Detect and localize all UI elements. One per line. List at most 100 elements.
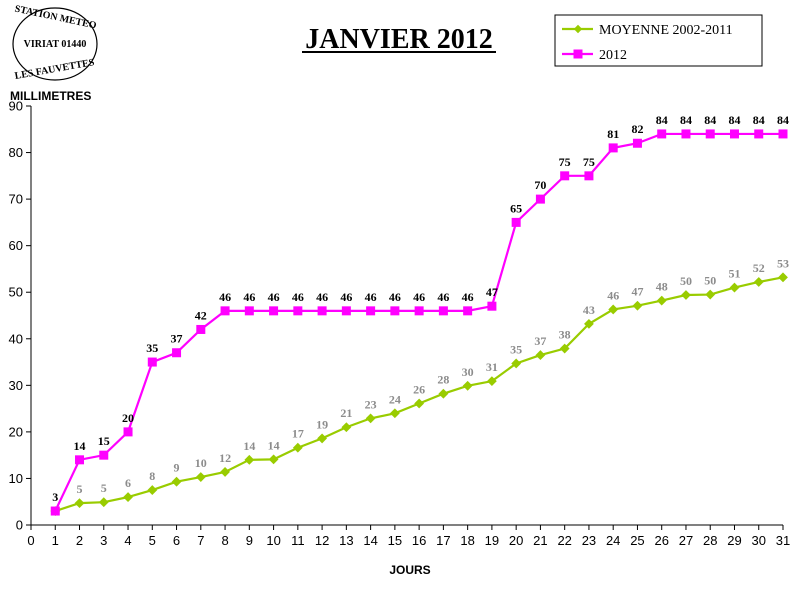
x-tick-label: 8 xyxy=(221,533,228,548)
x-tick-label: 27 xyxy=(679,533,693,548)
year2012-data-label: 37 xyxy=(171,332,183,346)
legend-box xyxy=(554,14,763,67)
year2012-data-label: 47 xyxy=(486,285,498,299)
year2012-point xyxy=(657,129,667,139)
year2012-point xyxy=(341,306,351,316)
legend-year2012-marker xyxy=(573,49,583,59)
year2012-point xyxy=(754,129,764,139)
average-data-label: 19 xyxy=(316,417,328,431)
year2012-point xyxy=(244,306,254,316)
year2012-point xyxy=(123,427,133,437)
x-tick-label: 19 xyxy=(485,533,499,548)
average-point xyxy=(705,289,716,300)
average-data-label: 48 xyxy=(656,280,668,294)
average-point xyxy=(632,300,643,311)
average-data-label: 12 xyxy=(219,451,231,465)
x-tick-label: 13 xyxy=(339,533,353,548)
x-tick-label: 25 xyxy=(630,533,644,548)
year2012-point xyxy=(220,306,230,316)
average-point xyxy=(535,350,546,360)
x-tick-label: 30 xyxy=(752,533,766,548)
year2012-data-label: 84 xyxy=(753,113,765,127)
year2012-data-label: 46 xyxy=(389,290,401,304)
legend-average-label: MOYENNE 2002-2011 xyxy=(599,23,733,38)
x-tick-label: 3 xyxy=(100,533,107,548)
year2012-data-label: 15 xyxy=(98,434,110,448)
average-data-label: 53 xyxy=(777,256,789,270)
average-data-label: 50 xyxy=(680,274,692,288)
x-tick-label: 12 xyxy=(315,533,329,548)
year2012-point xyxy=(778,129,788,139)
average-point xyxy=(729,282,740,293)
year2012-data-label: 14 xyxy=(74,439,86,453)
year2012-point xyxy=(487,301,497,311)
year2012-data-label: 46 xyxy=(219,290,231,304)
x-tick-label: 23 xyxy=(582,533,596,548)
year2012-data-label: 20 xyxy=(122,411,134,425)
year2012-point xyxy=(317,306,327,316)
year2012-point xyxy=(269,306,279,316)
year2012-point xyxy=(511,217,521,227)
year2012-series-line xyxy=(54,132,783,512)
average-data-label: 17 xyxy=(292,427,304,441)
year2012-point xyxy=(390,306,400,316)
year2012-point xyxy=(608,143,618,153)
plot-area: 5 5 6 8 9 10 12 14 14 17 19 21 23 24 26 28 30 31 35 37 38 43 4… xyxy=(50,113,789,516)
average-point xyxy=(414,398,425,409)
average-point xyxy=(389,408,400,419)
year2012-data-label: 82 xyxy=(631,122,643,136)
year2012-data-label: 46 xyxy=(292,290,304,304)
logo-line-2: VIRIAT 01440 xyxy=(24,39,87,50)
x-tick-label: 26 xyxy=(654,533,668,548)
average-point xyxy=(220,467,230,477)
year2012-data-label: 46 xyxy=(437,290,449,304)
x-tick-label: 2 xyxy=(76,533,83,548)
y-axis-title: MILLIMETRES xyxy=(10,89,91,103)
year2012-data-label: 81 xyxy=(607,127,619,141)
year2012-point xyxy=(560,171,570,181)
year2012-point xyxy=(99,450,109,460)
year2012-point xyxy=(632,138,642,148)
year2012-point xyxy=(584,171,594,181)
year2012-data-label: 84 xyxy=(777,113,789,127)
average-data-label: 37 xyxy=(534,334,546,348)
average-data-label: 47 xyxy=(631,285,643,299)
year2012-data-label: 46 xyxy=(316,290,328,304)
average-point xyxy=(292,442,303,453)
average-data-label: 14 xyxy=(243,439,255,453)
average-data-label: 46 xyxy=(607,288,619,302)
year2012-point xyxy=(705,129,715,139)
year2012-data-label: 70 xyxy=(534,178,546,192)
chart-title: JANVIER 2012 xyxy=(305,24,492,55)
x-tick-label: 15 xyxy=(388,533,402,548)
average-data-label: 31 xyxy=(486,360,498,374)
x-tick-label: 6 xyxy=(173,533,180,548)
x-tick-label: 14 xyxy=(363,533,377,548)
year2012-point xyxy=(172,348,182,358)
y-tick-label: 50 xyxy=(9,285,23,300)
year2012-point xyxy=(366,306,376,316)
average-data-label: 10 xyxy=(195,456,207,470)
year2012-point xyxy=(729,129,739,139)
average-point xyxy=(462,380,473,391)
average-data-label: 8 xyxy=(149,469,155,483)
average-point xyxy=(608,304,619,315)
average-data-label: 52 xyxy=(753,261,765,275)
year2012-data-label: 84 xyxy=(728,113,740,127)
x-tick-label: 16 xyxy=(412,533,426,548)
average-point xyxy=(171,476,182,487)
x-tick-label: 31 xyxy=(776,533,790,548)
y-tick-label: 80 xyxy=(9,145,23,160)
x-tick-label: 22 xyxy=(557,533,571,548)
average-point xyxy=(511,358,522,369)
average-data-label: 14 xyxy=(268,438,280,452)
x-tick-label: 28 xyxy=(703,533,717,548)
x-tick-label: 24 xyxy=(606,533,620,548)
average-point xyxy=(98,497,109,508)
year2012-point xyxy=(535,194,545,204)
x-axis-title: JOURS xyxy=(389,563,430,577)
y-tick-label: 0 xyxy=(16,518,23,533)
x-tick-label: 10 xyxy=(266,533,280,548)
average-point xyxy=(486,376,497,387)
